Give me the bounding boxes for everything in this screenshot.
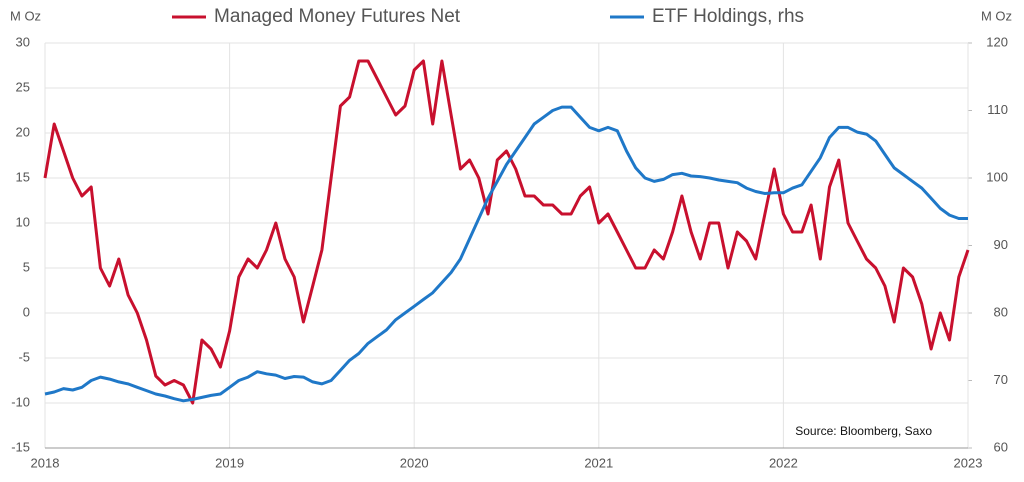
y-tick-label: 10: [16, 214, 30, 229]
y2-axis-label: M Oz: [981, 8, 1012, 23]
x-tick-label: 2020: [400, 455, 429, 470]
y-tick-label: 20: [16, 124, 30, 139]
y-tick-label: -5: [18, 349, 30, 364]
x-tick-label: 2018: [31, 455, 60, 470]
y-tick-label: 30: [16, 34, 30, 49]
y-tick-label: -10: [11, 394, 30, 409]
y2-tick-label: 90: [994, 237, 1008, 252]
y2-tick-label: 100: [986, 169, 1008, 184]
x-tick-label: 2023: [954, 455, 983, 470]
y-tick-label: 5: [23, 259, 30, 274]
y2-tick-label: 110: [987, 102, 1008, 117]
source-note: Source: Bloomberg, Saxo: [795, 424, 932, 438]
y-tick-label: 25: [16, 79, 30, 94]
x-tick-label: 2021: [584, 455, 613, 470]
series-line: [44, 105, 968, 403]
y2-tick-label: 120: [986, 34, 1008, 49]
y2-tick-label: 80: [994, 304, 1008, 319]
x-tick-label: 2022: [769, 455, 798, 470]
legend-label: Managed Money Futures Net: [214, 6, 461, 27]
y-axis-label: M Oz: [10, 8, 41, 23]
y-tick-label: 15: [16, 169, 30, 184]
y2-tick-label: 70: [994, 372, 1008, 387]
y-tick-label: 0: [23, 304, 30, 319]
y-tick-label: -15: [11, 439, 30, 454]
legend-label: ETF Holdings, rhs: [652, 6, 804, 27]
series-line: [43, 59, 970, 405]
x-tick-label: 2019: [215, 455, 244, 470]
y2-tick-label: 60: [994, 439, 1008, 454]
